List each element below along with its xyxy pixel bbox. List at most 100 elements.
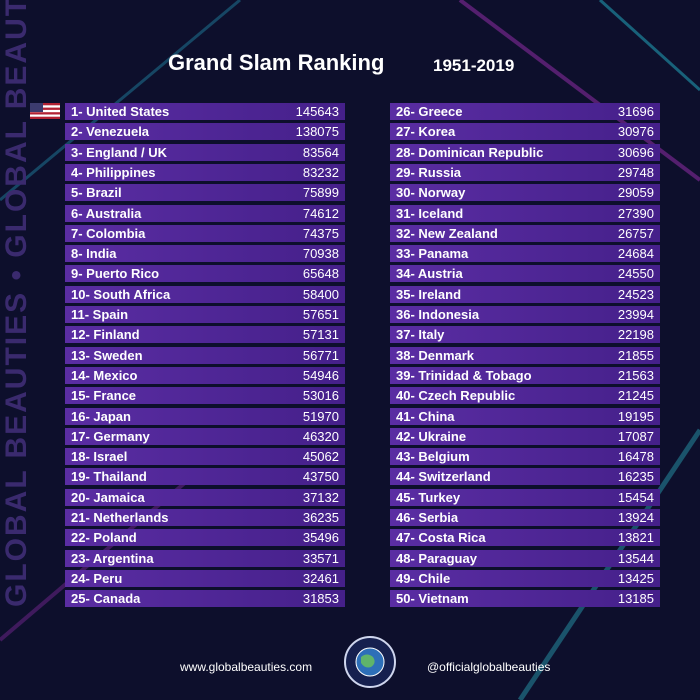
score: 74375 xyxy=(302,225,339,241)
score: 21245 xyxy=(617,388,654,404)
website: www.globalbeauties.com xyxy=(180,660,313,674)
country: 49- Chile xyxy=(396,570,451,586)
social: @officialglobalbeauties xyxy=(427,660,551,674)
country: 17- Germany xyxy=(71,428,150,444)
score: 19195 xyxy=(617,408,654,424)
table-row: 35- Ireland 24523 xyxy=(390,285,660,303)
country: 40- Czech Republic xyxy=(396,388,516,404)
table-row: 20- Jamaica 37132 xyxy=(65,488,345,506)
score: 22198 xyxy=(617,327,654,343)
score: 33571 xyxy=(302,550,339,566)
country: 23- Argentina xyxy=(71,550,154,566)
score: 13185 xyxy=(617,591,654,607)
table-row: 45- Turkey 15454 xyxy=(390,488,660,506)
country: 27- Korea xyxy=(396,124,456,140)
table-row: 10- South Africa 58400 xyxy=(65,285,345,303)
country: 46- Serbia xyxy=(396,510,459,525)
years: 1951-2019 xyxy=(433,56,515,75)
score: 51970 xyxy=(302,408,339,424)
country: 10- South Africa xyxy=(71,286,171,302)
score: 16235 xyxy=(617,469,654,485)
table-row: 28- Dominican Republic 30696 xyxy=(390,143,660,161)
score: 83232 xyxy=(302,164,339,180)
table-row: 23- Argentina 33571 xyxy=(65,549,345,567)
side-text: GLOBAL BEAUTIES • GLOBAL BEAUTIES xyxy=(0,0,33,607)
country: 5- Brazil xyxy=(71,185,122,201)
table-row: 13- Sweden 56771 xyxy=(65,346,345,364)
table-row: 22- Poland 35496 xyxy=(65,529,345,547)
country: 8- India xyxy=(71,246,117,262)
country: 11- Spain xyxy=(71,307,129,322)
table-row: 47- Costa Rica 13821 xyxy=(390,529,660,547)
score: 13821 xyxy=(617,530,654,546)
score: 24523 xyxy=(617,286,654,302)
country: 3- England / UK xyxy=(71,144,168,160)
country: 43- Belgium xyxy=(396,449,470,465)
us-flag xyxy=(30,103,60,119)
country: 16- Japan xyxy=(71,408,131,424)
score: 24684 xyxy=(617,246,654,262)
title: Grand Slam Ranking xyxy=(168,50,385,75)
country: 9- Puerto Rico xyxy=(71,266,160,282)
table-row: 27- Korea 30976 xyxy=(390,123,660,141)
score: 74612 xyxy=(302,205,339,221)
score: 21563 xyxy=(617,367,654,383)
table-row: 18- Israel 45062 xyxy=(65,448,345,466)
country: 2- Venezuela xyxy=(71,124,150,140)
table-row: 50- Vietnam 13185 xyxy=(390,590,660,608)
score: 31853 xyxy=(302,591,339,607)
score: 13425 xyxy=(617,570,654,586)
table-row: 32- New Zealand 26757 xyxy=(390,224,660,242)
country: 48- Paraguay xyxy=(396,550,477,566)
table-row: 25- Canada 31853 xyxy=(65,590,345,608)
country: 45- Turkey xyxy=(396,489,461,505)
table-row: 44- Switzerland 16235 xyxy=(390,468,660,486)
country: 33- Panama xyxy=(396,246,469,262)
table-row: 36- Indonesia 23994 xyxy=(390,306,660,323)
table-row: 16- Japan 51970 xyxy=(65,407,345,425)
country: 42- Ukraine xyxy=(396,428,467,444)
country: 25- Canada xyxy=(71,591,141,607)
table-row: 30- Norway 29059 xyxy=(390,184,660,202)
table-row: 29- Russia 29748 xyxy=(390,163,660,181)
score: 58400 xyxy=(302,286,339,302)
score: 57651 xyxy=(302,307,339,322)
country: 38- Denmark xyxy=(396,347,475,363)
table-row: 11- Spain 57651 xyxy=(65,306,345,323)
table-row: 9- Puerto Rico 65648 xyxy=(65,265,345,283)
country: 7- Colombia xyxy=(71,225,146,241)
score: 30976 xyxy=(617,124,654,140)
score: 138075 xyxy=(295,124,339,140)
table-row: 48- Paraguay 13544 xyxy=(390,549,660,567)
score: 46320 xyxy=(302,428,339,444)
table-row: 38- Denmark 21855 xyxy=(390,346,660,364)
table-row: 41- China 19195 xyxy=(390,407,660,425)
country: 41- China xyxy=(396,408,455,424)
score: 30696 xyxy=(617,144,654,160)
country: 6- Australia xyxy=(71,205,142,221)
table-row: 42- Ukraine 17087 xyxy=(390,427,660,445)
country: 13- Sweden xyxy=(71,347,143,363)
score: 21855 xyxy=(617,347,654,363)
table-row: 1- United States 145643 xyxy=(65,103,345,120)
table-row: 19- Thailand 43750 xyxy=(65,468,345,486)
country: 35- Ireland xyxy=(396,286,462,302)
score: 75899 xyxy=(302,185,339,201)
score: 26757 xyxy=(617,225,654,241)
table-row: 46- Serbia 13924 xyxy=(390,509,660,526)
country: 36- Indonesia xyxy=(396,307,480,322)
table-row: 12- Finland 57131 xyxy=(65,326,345,344)
country: 37- Italy xyxy=(396,327,445,343)
table-row: 43- Belgium 16478 xyxy=(390,448,660,466)
country: 4- Philippines xyxy=(71,164,156,180)
country: 44- Switzerland xyxy=(396,469,491,485)
country: 19- Thailand xyxy=(71,469,147,485)
country: 21- Netherlands xyxy=(71,510,169,525)
table-row: 31- Iceland 27390 xyxy=(390,204,660,222)
country: 39- Trinidad & Tobago xyxy=(396,367,532,383)
score: 65648 xyxy=(302,266,339,282)
country: 32- New Zealand xyxy=(396,225,498,241)
table-row: 33- Panama 24684 xyxy=(390,245,660,263)
country: 26- Greece xyxy=(396,104,463,119)
score: 35496 xyxy=(302,530,339,546)
